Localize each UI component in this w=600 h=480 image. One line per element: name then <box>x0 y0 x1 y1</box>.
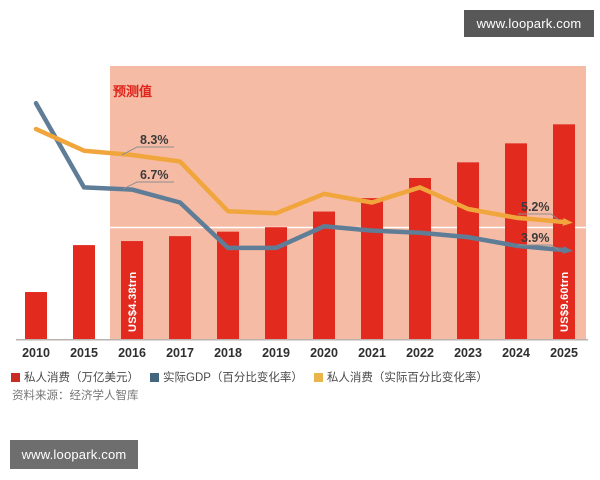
bar-2017 <box>169 236 191 339</box>
bar-2025 <box>553 124 575 340</box>
bar-2020 <box>313 211 335 339</box>
bar-2019 <box>265 227 287 339</box>
axis-label-2023: 2023 <box>454 346 482 360</box>
axis-label-2010: 2010 <box>22 346 50 360</box>
axis-label-2018: 2018 <box>214 346 242 360</box>
legend-item-private-consumption-pct: 私人消费（实际百分比变化率） <box>313 369 488 385</box>
legend-swatch-red <box>11 372 20 382</box>
bar-2023 <box>457 162 479 339</box>
legend-label: 私人消费（万亿美元） <box>24 372 139 384</box>
axis-label-2022: 2022 <box>406 346 434 360</box>
watermark-bottom-text: www.loopark.com <box>21 447 127 462</box>
bar-2015 <box>73 245 95 339</box>
axis-label-2021: 2021 <box>358 346 386 360</box>
axis-label-2025: 2025 <box>550 346 578 360</box>
legend-label: 实际GDP（百分比变化率） <box>163 372 303 384</box>
legend-label: 私人消费（实际百分比变化率） <box>326 372 488 384</box>
annotation-leader-2 <box>518 213 560 221</box>
annotation-leader-0 <box>121 146 174 156</box>
axis-label-2019: 2019 <box>262 346 290 360</box>
watermark-top-text: www.loopark.com <box>476 16 582 31</box>
legend-item-private-consumption-trn: 私人消费（万亿美元） <box>11 369 139 385</box>
axis-label-2020: 2020 <box>310 346 338 360</box>
axis-label-2016: 2016 <box>118 346 146 360</box>
bar-2022 <box>409 178 431 339</box>
annotation-3: 3.9% <box>521 231 550 245</box>
forecast-label: 预测值 <box>113 84 152 99</box>
real-gdp-pct-line <box>33 100 573 254</box>
legend-item-real-gdp-pct: 实际GDP（百分比变化率） <box>150 369 303 385</box>
axis-label-2017: 2017 <box>166 346 194 360</box>
annotation-leader-3 <box>518 244 560 251</box>
watermark-bottom: www.loopark.com <box>10 440 138 469</box>
axis-label-2015: 2015 <box>70 346 98 360</box>
bar-value-label-2025: US$9.60trn <box>559 272 571 332</box>
bar-value-label-2016: US$4.38trn <box>127 272 139 332</box>
source-note: 资料来源：经济学人智库 <box>12 390 139 402</box>
bar-2021 <box>361 198 383 339</box>
axis-label-2024: 2024 <box>502 346 530 360</box>
legend-swatch-blue <box>150 372 159 382</box>
annotation-0: 8.3% <box>140 133 169 147</box>
annotation-2: 5.2% <box>521 200 550 214</box>
annotation-1: 6.7% <box>140 168 169 182</box>
bar-2024 <box>505 143 527 339</box>
bar-2016 <box>121 241 143 339</box>
annotation-leader-1 <box>122 181 174 190</box>
bar-2010 <box>25 292 47 339</box>
consumption-gdp-chart: 预测值 US$4.38trn US$9.60trn 2010 2015 2016 2017 2… <box>16 66 588 360</box>
legend-swatch-yellow <box>313 372 323 382</box>
watermark-top: www.loopark.com <box>464 10 594 37</box>
bar-2018 <box>217 231 239 339</box>
chart-legend: 私人消费（万亿美元） 实际GDP（百分比变化率） 私人消费（实际百分比变化率） <box>11 369 488 385</box>
